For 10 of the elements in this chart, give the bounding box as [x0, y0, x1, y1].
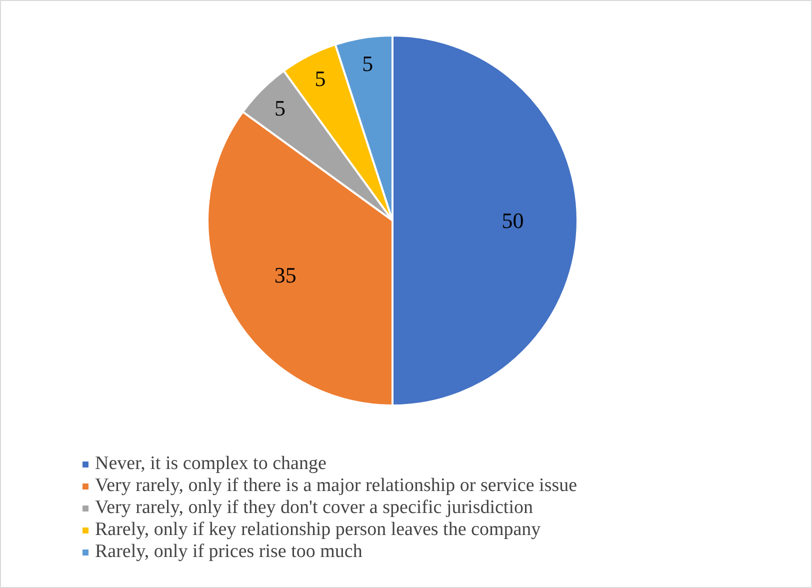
legend-label: Never, it is complex to change: [95, 453, 326, 475]
legend-label: Very rarely, only if they don't cover a specific jurisdiction: [95, 497, 533, 519]
data-label: 5: [274, 96, 286, 120]
data-label: 35: [274, 262, 296, 288]
legend-label: Very rarely, only if there is a major relationship or service issue: [95, 475, 578, 497]
data-label: 5: [362, 50, 374, 76]
data-label: 50: [502, 208, 524, 233]
legend-label: Rarely, only if prices rise too much: [95, 541, 362, 563]
legend-label: Rarely, only if key relationship person leaves the company: [95, 519, 541, 541]
data-label: 5: [314, 66, 326, 92]
